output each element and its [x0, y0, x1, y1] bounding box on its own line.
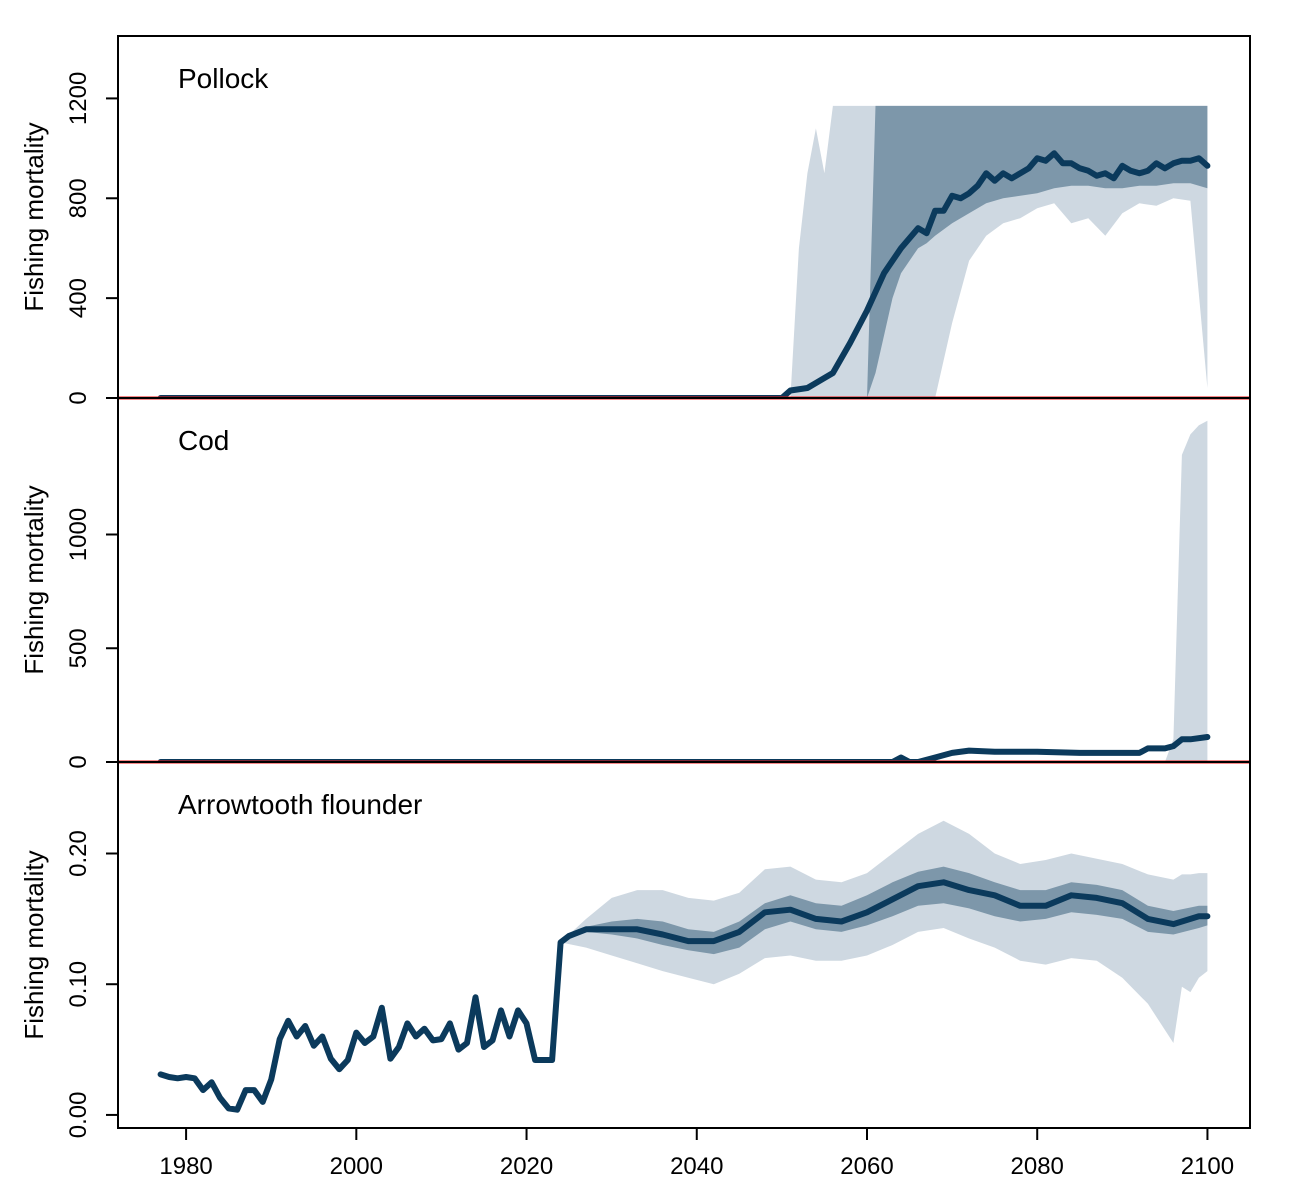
median-series-line [157, 879, 1211, 1113]
outer-interval-band [1164, 420, 1208, 762]
plot-area [157, 420, 1211, 762]
x-tick-label: 2000 [330, 1153, 383, 1180]
panel-pollock: 0 400 800 1200 Fishing mortality Pollock [19, 35, 1251, 405]
x-axis: 1980 2000 2020 2040 2060 2080 2100 [159, 1128, 1234, 1180]
y-tick-label: 0 [65, 755, 92, 768]
plot-area [157, 105, 1211, 398]
panel-frame [117, 397, 1251, 763]
panel-frame [117, 761, 1251, 1129]
y-tick-label: 0.10 [65, 961, 92, 1008]
panel-title: Arrowtooth flounder [178, 789, 422, 820]
y-axis-label: Fishing mortality [19, 122, 49, 311]
y-axis-label: Fishing mortality [19, 485, 49, 674]
plot-area [157, 820, 1211, 1113]
x-tick-label: 2080 [1011, 1153, 1064, 1180]
outer-interval-band [560, 820, 1208, 1043]
x-tick-label: 2060 [840, 1153, 893, 1180]
y-tick-label: 500 [65, 628, 92, 668]
x-tick-label: 1980 [159, 1153, 212, 1180]
panel-arrowtooth-flounder: 0.00 0.10 0.20 Fishing mortality Arrowtooth … [19, 761, 1251, 1139]
y-tick-label: 0.20 [65, 830, 92, 877]
y-tick-label: 1200 [65, 72, 92, 125]
median-series-line [157, 734, 1211, 762]
y-tick-label: 0.00 [65, 1092, 92, 1139]
y-axis-label: Fishing mortality [19, 850, 49, 1039]
x-tick-label: 2100 [1181, 1153, 1234, 1180]
inner-interval-band [867, 105, 1208, 398]
x-tick-label: 2020 [500, 1153, 553, 1180]
panel-title: Pollock [178, 63, 269, 94]
y-tick-label: 0 [65, 391, 92, 404]
median-series-line [157, 150, 1211, 398]
inner-interval-band [560, 866, 1208, 955]
y-tick-label: 800 [65, 178, 92, 218]
y-tick-label: 400 [65, 278, 92, 318]
x-tick-label: 2040 [670, 1153, 723, 1180]
panel-title: Cod [178, 425, 229, 456]
panel-cod: 0 500 1000 Fishing mortality Cod [19, 397, 1251, 769]
y-tick-label: 1000 [65, 508, 92, 561]
